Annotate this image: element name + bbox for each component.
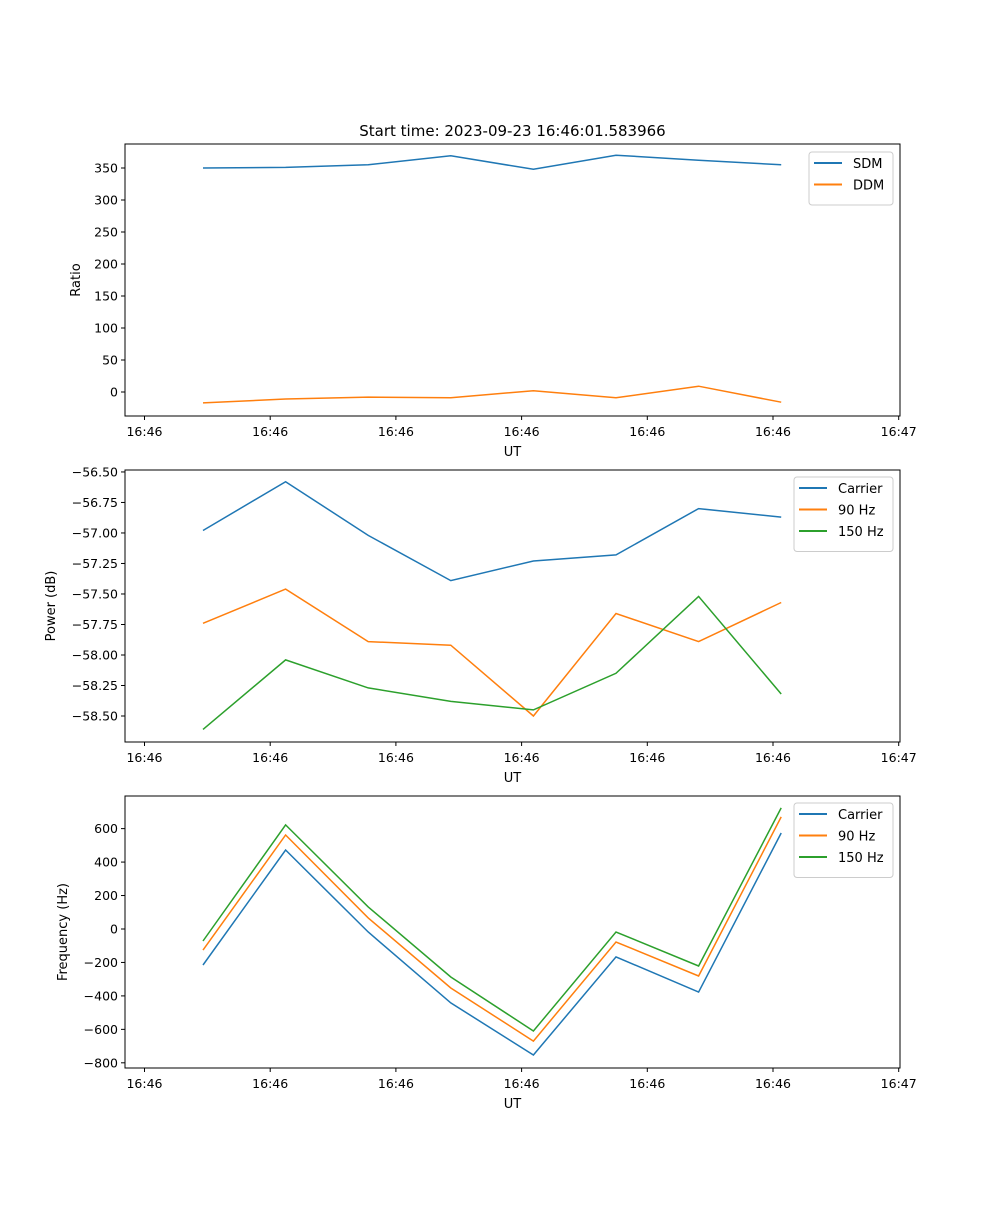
x-tick-label: 16:46	[629, 1076, 665, 1091]
y-axis-label: Ratio	[69, 263, 84, 296]
series-line-90-hz	[202, 816, 782, 1043]
y-tick-label: −56.50	[72, 464, 118, 479]
y-tick-label: 200	[94, 257, 118, 272]
series-line-ddm	[202, 385, 782, 404]
series-line-sdm	[202, 154, 782, 171]
legend: Carrier 90 Hz 150 Hz	[793, 476, 894, 552]
y-tick-label: −800	[84, 1055, 118, 1070]
y-tick-label: 50	[102, 353, 118, 368]
axes-frame	[124, 469, 901, 743]
series-line-150-hz	[202, 595, 782, 730]
x-tick-label: 16:46	[755, 750, 791, 765]
y-tick-label: 350	[94, 161, 118, 176]
x-tick-label: 16:46	[126, 750, 162, 765]
x-tick-label: 16:46	[504, 750, 540, 765]
y-tick-label: 300	[94, 193, 118, 208]
y-tick-label: 400	[94, 855, 118, 870]
x-axis-label: UT	[504, 445, 522, 460]
series-line-carrier	[202, 832, 782, 1056]
legend: SDM DDM	[808, 151, 894, 206]
subplot-1: Start time: 2023-09-23 16:46:01.583966 16…	[69, 122, 917, 460]
y-tick-label: 250	[94, 225, 118, 240]
legend-label: SDM	[853, 157, 882, 172]
y-tick-label: −58.00	[72, 647, 118, 662]
x-tick-label: 16:46	[252, 1076, 288, 1091]
x-tick-label: 16:46	[378, 750, 414, 765]
y-tick-label: −57.50	[72, 586, 118, 601]
y-tick-label: −57.00	[72, 525, 118, 540]
legend-label: 90 Hz	[838, 504, 875, 519]
y-tick-label: −58.50	[72, 709, 118, 724]
y-tick-label: 0	[110, 921, 118, 936]
y-tick-label: 100	[94, 321, 118, 336]
x-axis-label: UT	[504, 771, 522, 786]
x-tick-label: 16:46	[755, 1076, 791, 1091]
subplot-3: 16:46 16:46 16:46 16:46 16:46 16:46 16:47 UT −80…	[56, 795, 917, 1112]
y-tick-label: −600	[84, 1022, 118, 1037]
legend-box	[808, 151, 894, 206]
x-tick-label: 16:47	[881, 1076, 917, 1091]
legend-label: 90 Hz	[838, 830, 875, 845]
x-tick-label: 16:46	[378, 424, 414, 439]
legend: Carrier 90 Hz 150 Hz	[793, 802, 894, 878]
x-tick-label: 16:47	[881, 750, 917, 765]
y-tick-label: −58.25	[72, 678, 118, 693]
x-tick-label: 16:46	[755, 424, 791, 439]
legend-label: DDM	[853, 179, 884, 194]
x-tick-label: 16:46	[629, 424, 665, 439]
x-tick-label: 16:47	[881, 424, 917, 439]
x-axis-label: UT	[504, 1097, 522, 1112]
y-tick-label: 150	[94, 289, 118, 304]
y-axis-label: Frequency (Hz)	[56, 883, 71, 981]
x-tick-label: 16:46	[252, 750, 288, 765]
subplot-2: 16:46 16:46 16:46 16:46 16:46 16:46 16:47 UT −58…	[44, 464, 917, 786]
y-tick-label: 600	[94, 821, 118, 836]
x-tick-label: 16:46	[126, 424, 162, 439]
axes-frame	[124, 143, 901, 417]
legend-label: Carrier	[838, 482, 883, 497]
y-tick-label: −200	[84, 955, 118, 970]
x-tick-label: 16:46	[252, 424, 288, 439]
x-tick-label: 16:46	[504, 424, 540, 439]
legend-box	[793, 476, 894, 552]
series-line-150-hz	[202, 807, 782, 1032]
legend-label: Carrier	[838, 808, 883, 823]
y-axis-label: Power (dB)	[44, 571, 59, 642]
x-tick-label: 16:46	[378, 1076, 414, 1091]
axes-frame	[124, 795, 901, 1069]
legend-box	[793, 802, 894, 878]
x-tick-label: 16:46	[629, 750, 665, 765]
x-tick-label: 16:46	[504, 1076, 540, 1091]
y-tick-label: 200	[94, 888, 118, 903]
x-tick-label: 16:46	[126, 1076, 162, 1091]
chart-title: Start time: 2023-09-23 16:46:01.583966	[359, 122, 665, 140]
y-tick-label: −57.75	[72, 617, 118, 632]
y-tick-label: 0	[110, 385, 118, 400]
legend-label: 150 Hz	[838, 525, 884, 540]
y-tick-label: −56.75	[72, 495, 118, 510]
legend-label: 150 Hz	[838, 851, 884, 866]
series-line-carrier	[202, 480, 782, 582]
series-line-90-hz	[202, 588, 782, 718]
y-tick-label: −400	[84, 988, 118, 1003]
y-tick-label: −57.25	[72, 556, 118, 571]
